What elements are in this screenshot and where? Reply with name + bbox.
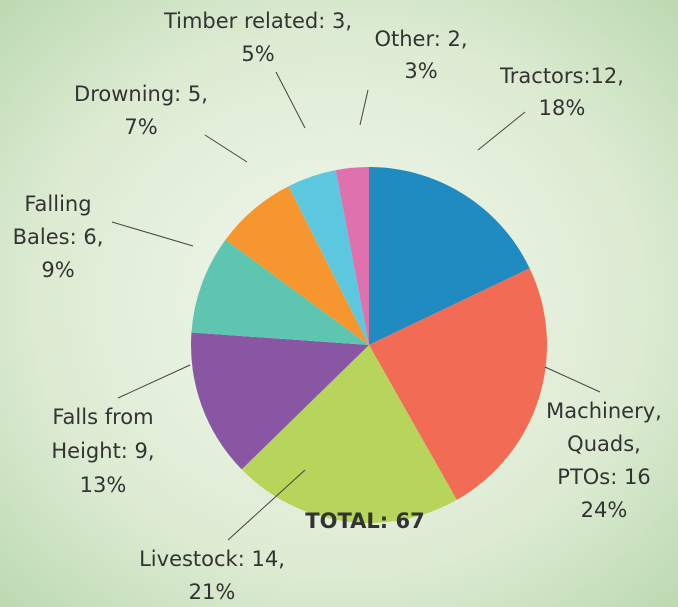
data-label: Bales: 6, bbox=[13, 225, 104, 249]
data-label: Falls from bbox=[52, 405, 153, 429]
data-label: PTOs: 16 bbox=[557, 465, 650, 489]
data-label: Height: 9, bbox=[51, 439, 154, 463]
data-label: Tractors:12, bbox=[499, 64, 624, 88]
data-label: 24% bbox=[581, 498, 628, 522]
data-label: 21% bbox=[189, 580, 236, 604]
data-label: 7% bbox=[124, 115, 157, 139]
data-label: Timber related: 3, bbox=[163, 9, 352, 33]
data-label: Other: 2, bbox=[374, 27, 467, 51]
data-label: Falling bbox=[24, 192, 91, 216]
data-label: Quads, bbox=[567, 432, 641, 456]
total-label: TOTAL: 67 bbox=[305, 509, 424, 533]
data-label: Livestock: 14, bbox=[139, 547, 285, 571]
data-label: 9% bbox=[41, 258, 74, 282]
data-label: 13% bbox=[80, 473, 127, 497]
chart: Tractors:12, 18% Machinery, Quads, PTOs: 16 2… bbox=[0, 0, 678, 607]
data-label: 3% bbox=[404, 59, 437, 83]
data-label: 18% bbox=[539, 96, 586, 120]
data-label: Drowning: 5, bbox=[74, 82, 208, 106]
data-label: 5% bbox=[241, 42, 274, 66]
data-label: Machinery, bbox=[546, 399, 662, 423]
